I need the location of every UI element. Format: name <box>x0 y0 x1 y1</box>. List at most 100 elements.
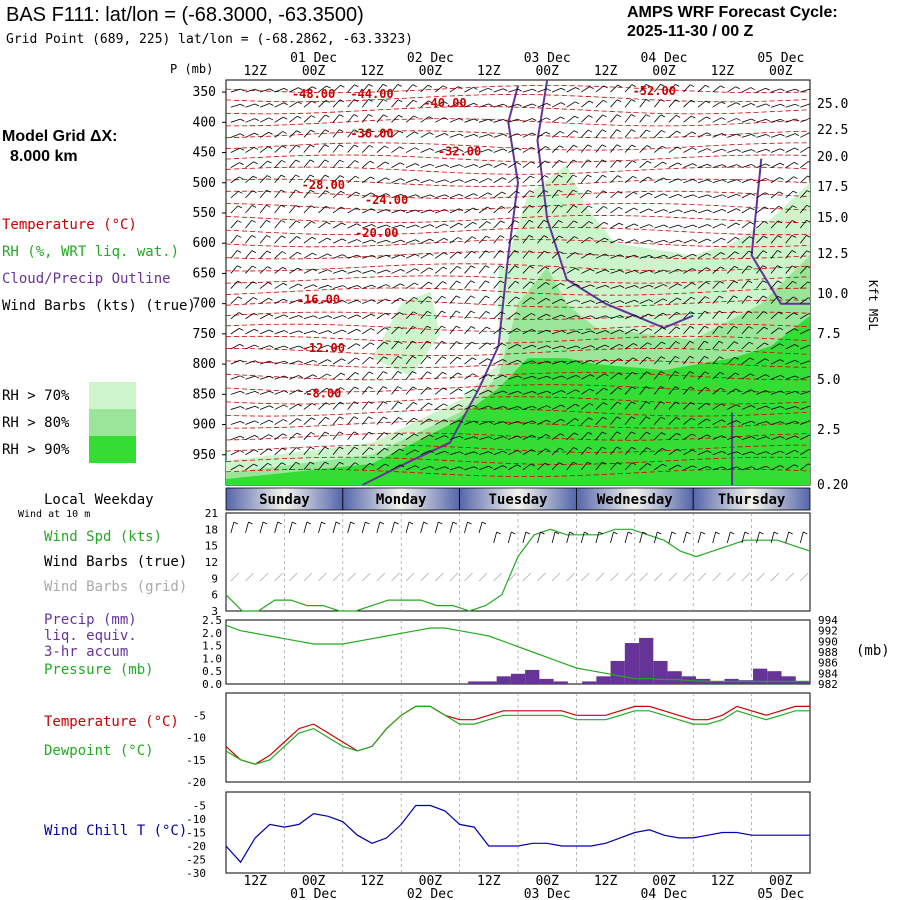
wind-barb <box>405 224 420 229</box>
pressure-unit-label: (mb) <box>856 643 890 659</box>
wind-barb <box>610 114 622 123</box>
wind-barb <box>259 282 273 289</box>
wind-barb <box>537 88 552 93</box>
wind-barb <box>624 431 636 440</box>
wind-barb <box>303 221 316 229</box>
wind-barb <box>756 134 771 138</box>
wind-barb <box>288 220 301 229</box>
wind-barb <box>420 132 434 138</box>
height-tick: 22.5 <box>817 123 848 138</box>
wind-barb <box>405 84 417 93</box>
wind-barb <box>712 419 726 425</box>
wind-speed-line <box>225 528 811 612</box>
wind-barb <box>800 103 810 108</box>
wind-barb <box>741 250 753 259</box>
wind-barb <box>464 250 476 259</box>
wind-barb-10m <box>391 521 399 534</box>
precip-ytick: 2.5 <box>202 614 222 627</box>
dewpoint-line <box>225 705 810 765</box>
wind-barb <box>522 360 537 365</box>
wind-barb-grid <box>230 572 240 582</box>
wind-barb <box>800 434 810 441</box>
wind-barb <box>435 435 449 441</box>
wind-barb <box>668 401 680 410</box>
wind-barb <box>376 401 388 410</box>
wind-barb <box>435 237 449 244</box>
pressure-ytick: 984 <box>818 667 838 680</box>
wind-barb <box>332 99 345 108</box>
wind-barb-10m <box>376 521 385 534</box>
wind-barb-grid <box>376 572 386 582</box>
wind-barb <box>449 237 463 244</box>
wind-barb <box>478 178 493 184</box>
wind-barb <box>610 401 622 410</box>
wind-barb <box>230 103 245 108</box>
wind-barb <box>332 461 344 471</box>
wind-barb <box>727 435 741 441</box>
wind-barb <box>522 344 537 350</box>
wind-barb-10m <box>697 531 706 544</box>
wind-barb <box>668 146 682 153</box>
wind-barb <box>785 265 797 274</box>
wind-barb <box>537 160 550 168</box>
wind-barb <box>303 144 315 153</box>
wind-barb <box>259 117 274 123</box>
wind-barb <box>361 371 374 380</box>
wind-barb <box>683 99 695 108</box>
wind-barb <box>230 235 242 244</box>
weekday-label: Wednesday <box>597 492 673 508</box>
wind-barb <box>391 341 403 350</box>
wind-barb <box>683 84 695 93</box>
wind-barb <box>478 163 493 169</box>
wind-barb <box>274 174 286 184</box>
wind-barb <box>230 190 243 199</box>
wind-barb-10m <box>653 531 662 544</box>
wind-barb <box>478 389 493 395</box>
wind-barb <box>624 84 636 93</box>
wind-barb <box>639 269 654 274</box>
wind-barb <box>654 145 667 153</box>
legend-rh: RH (%, WRT liq. wat.) <box>2 244 180 260</box>
wind-barb <box>770 359 785 365</box>
wind-barb <box>420 116 434 123</box>
wind-barb <box>537 462 550 471</box>
precip-bar <box>539 678 554 684</box>
wind-barb <box>362 192 376 199</box>
wind-barb <box>478 103 493 108</box>
wind-barb <box>318 159 329 168</box>
wind-barb <box>770 148 785 153</box>
windchill-ytick: -25 <box>186 854 206 867</box>
wind-barb <box>697 310 709 320</box>
wind-barb <box>727 466 741 471</box>
wind-barb <box>654 269 668 274</box>
wind-barb <box>478 295 490 304</box>
isotherm <box>226 251 810 260</box>
wind-barb <box>595 129 607 138</box>
wind-barb <box>595 359 609 365</box>
wind-barb <box>391 464 405 471</box>
wind-barb <box>639 447 651 456</box>
temperature-line <box>225 705 810 765</box>
hour-tick-bottom: 00Z <box>652 874 676 889</box>
wind-barb-grid <box>405 572 415 582</box>
wind-barb <box>420 296 432 304</box>
wind-barb <box>785 147 799 153</box>
wind-barb <box>420 310 432 320</box>
wind-barb <box>785 133 800 138</box>
wind-barb <box>712 356 724 365</box>
wind-barb <box>347 99 359 108</box>
pressure-ytick: 982 <box>818 678 838 691</box>
wind-barb <box>332 401 345 410</box>
wind-barb <box>522 118 537 123</box>
wind-barb <box>756 326 768 335</box>
isotherm <box>226 323 810 332</box>
isotherm <box>226 263 810 272</box>
wind-barb <box>537 219 548 229</box>
wind-barb <box>639 145 651 153</box>
wind-barb <box>770 406 785 410</box>
wind-barb <box>478 280 490 289</box>
wind-barb <box>566 283 580 289</box>
wind-barb <box>288 130 301 138</box>
wind-barb <box>288 144 301 153</box>
wind-barb <box>289 115 302 123</box>
